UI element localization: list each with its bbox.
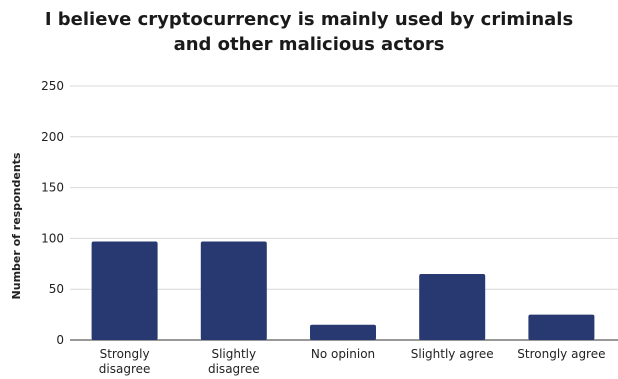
x-category-label-line: Strongly (100, 347, 150, 361)
x-category-label-line: Slightly agree (411, 347, 494, 361)
chart-title: I believe cryptocurrency is mainly used … (45, 9, 573, 55)
bar (310, 324, 376, 340)
y-axis-label: Number of respondents (10, 152, 23, 299)
gridlines (70, 85, 618, 341)
x-category-label-line: Slightly (211, 347, 256, 361)
y-axis-ticks: 0 50 100 150 200 250 (41, 79, 64, 347)
x-category-label: Strongly disagree (99, 347, 151, 376)
x-category-label: Slightly disagree (208, 347, 260, 376)
chart-title-line-2: and other malicious actors (174, 34, 445, 55)
bar (91, 241, 158, 340)
x-category-label: Strongly agree (517, 347, 605, 361)
x-category-label: Slightly agree (411, 347, 494, 361)
x-category-label-line: No opinion (311, 347, 375, 361)
x-category-label-line: disagree (208, 362, 260, 376)
x-category-label-line: Strongly agree (517, 347, 605, 361)
y-tick-label: 250 (41, 79, 64, 93)
y-tick-label: 200 (41, 130, 64, 144)
y-tick-label: 100 (41, 231, 64, 245)
x-category-label: No opinion (311, 347, 375, 361)
y-tick-label: 50 (49, 282, 64, 296)
chart-title-line-1: I believe cryptocurrency is mainly used … (45, 9, 573, 30)
x-category-label-line: disagree (99, 362, 151, 376)
y-tick-label: 0 (56, 333, 64, 347)
bar (528, 314, 595, 340)
y-tick-label: 150 (41, 181, 64, 195)
bar (419, 273, 486, 340)
bars (91, 241, 595, 340)
bar (200, 241, 267, 340)
